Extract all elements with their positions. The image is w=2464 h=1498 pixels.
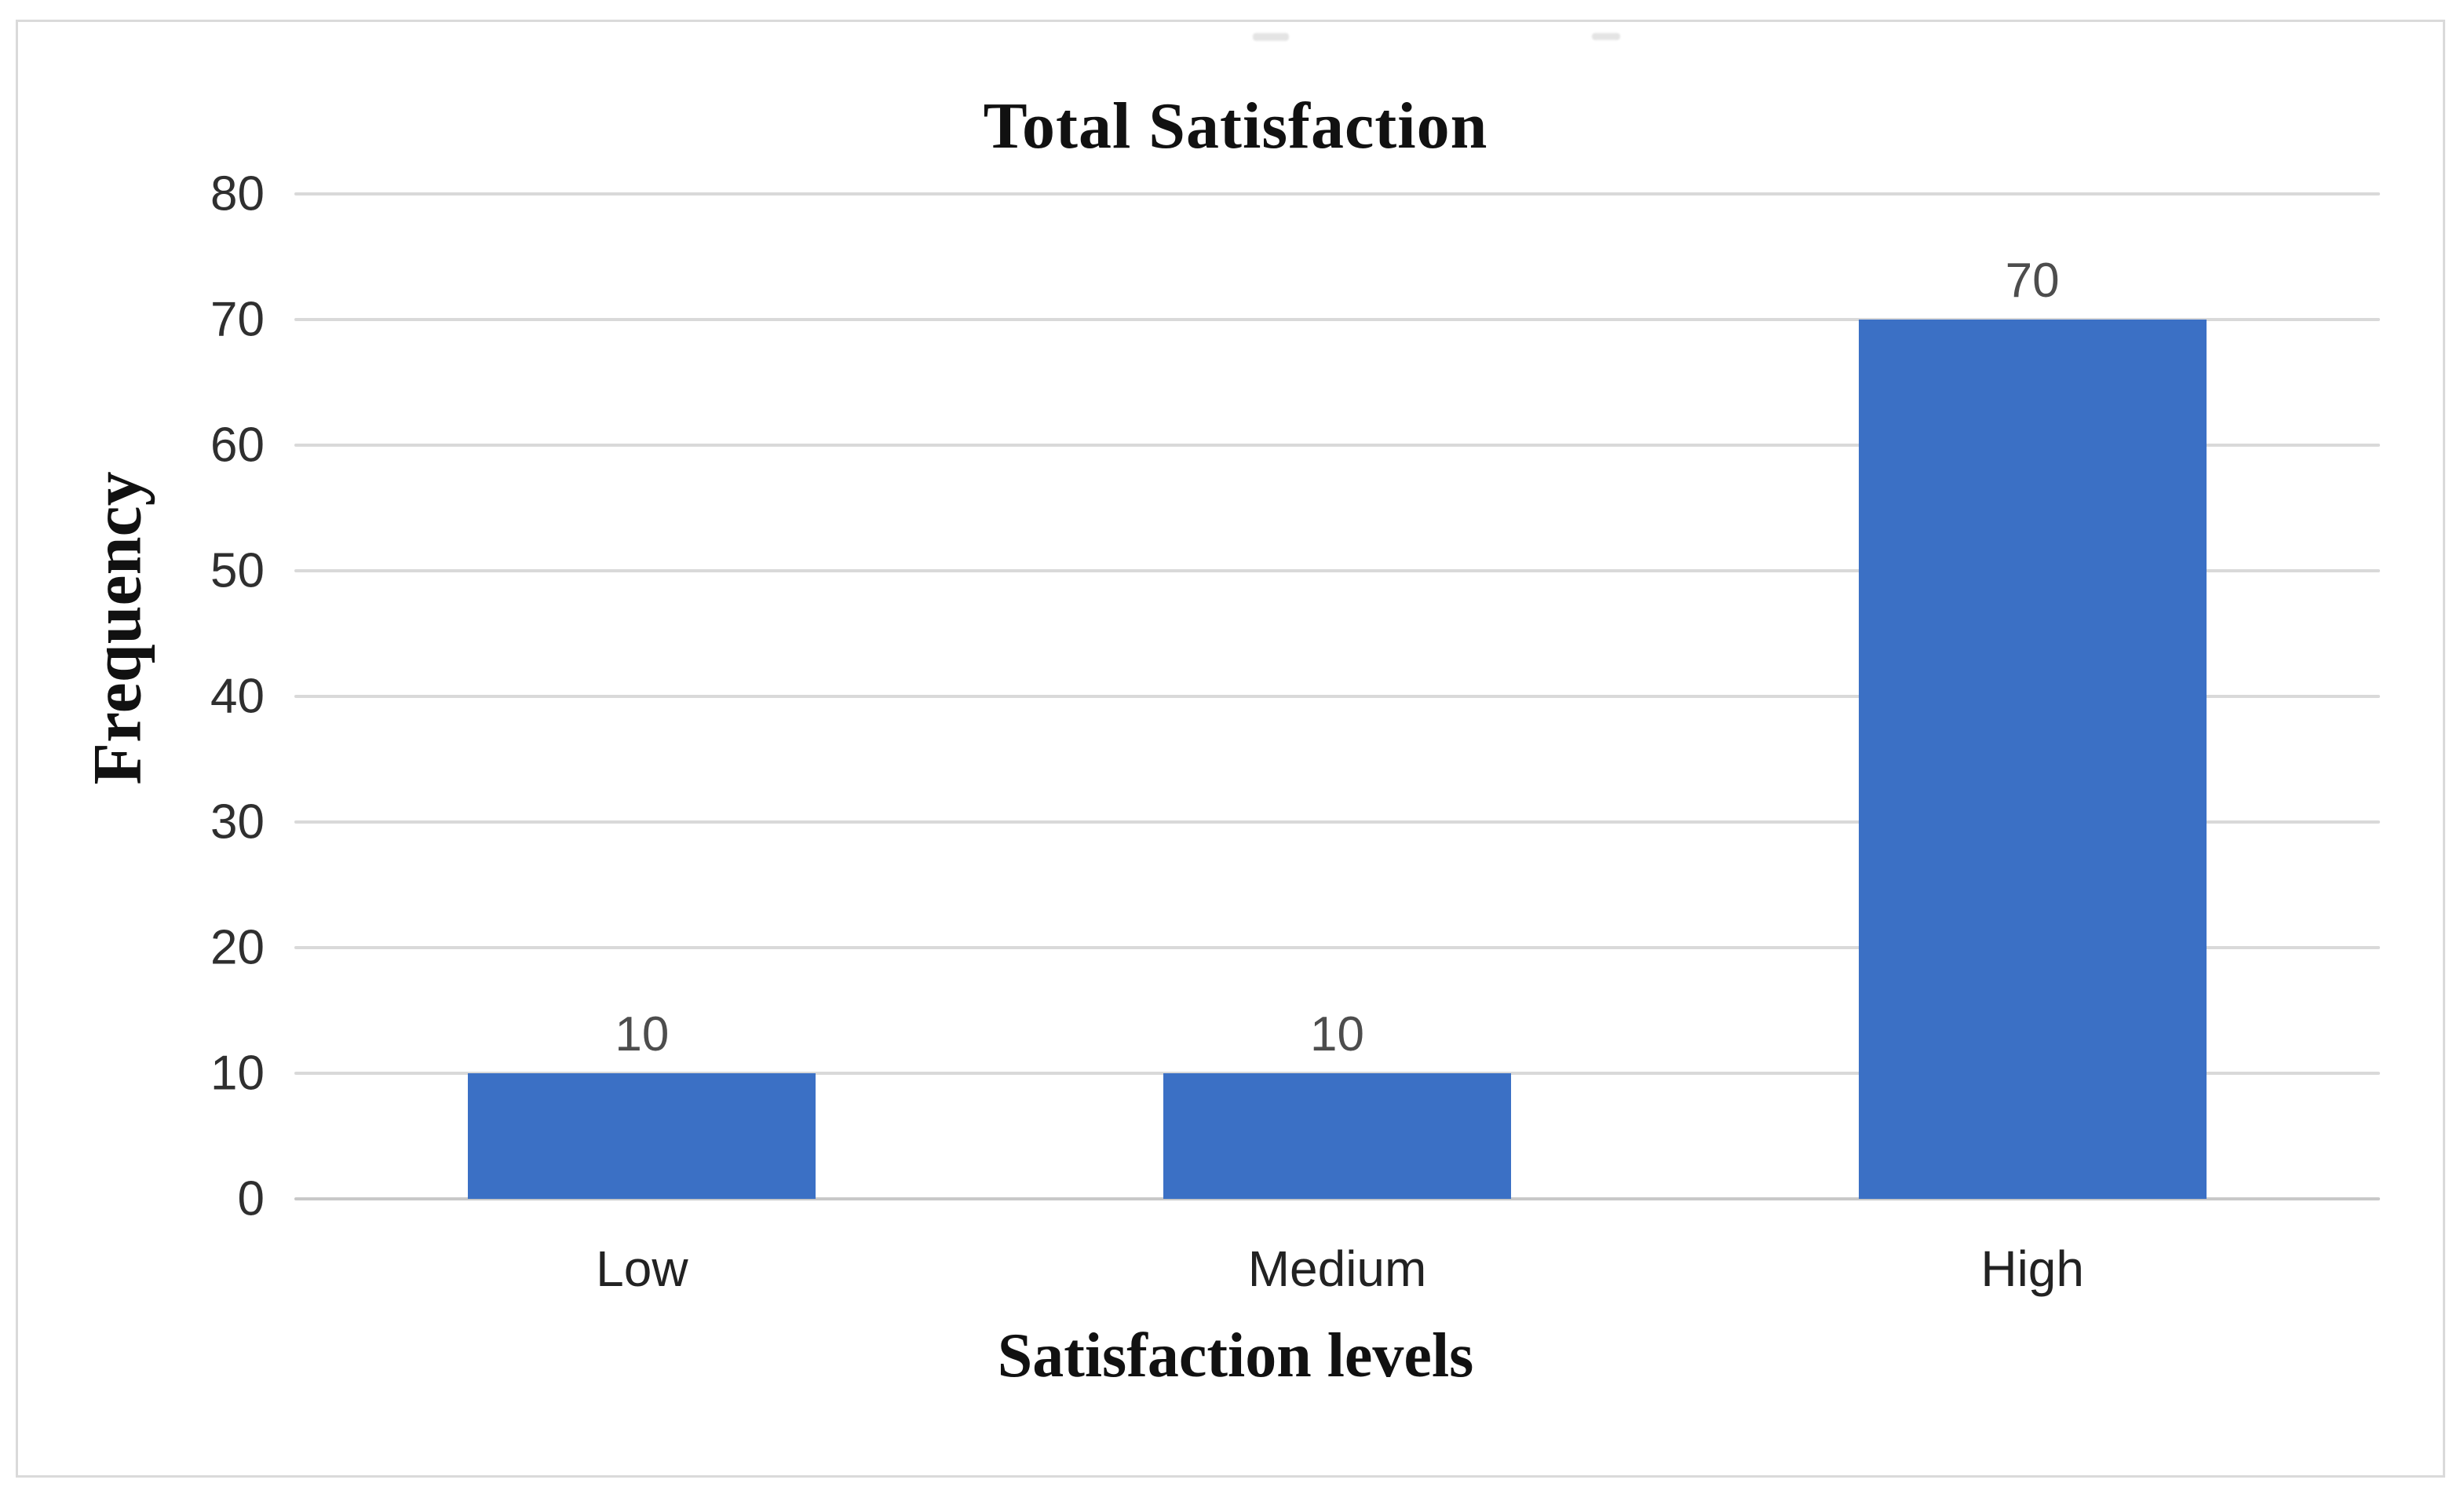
gridline [294,695,2380,698]
y-tick-label: 0 [237,1171,265,1226]
x-axis-title: Satisfaction levels [997,1321,1474,1390]
y-tick-label: 20 [210,920,265,975]
bar-value-label-medium: 10 [1310,1007,1364,1061]
baseline-gridline [294,1197,2380,1200]
gridline [294,444,2380,447]
y-axis-title: Frequency [79,471,156,785]
stray-mark [1253,33,1289,41]
bar-high [1858,320,2207,1199]
gridline [294,192,2380,195]
bar-medium [1163,1073,1511,1199]
category-label-medium: Medium [1247,1240,1427,1297]
y-tick-label: 40 [210,669,265,724]
y-tick-label: 80 [210,166,265,221]
gridline [294,318,2380,321]
stray-mark [1592,33,1620,40]
y-tick-label: 30 [210,795,265,849]
category-label-low: Low [596,1240,688,1297]
gridline [294,946,2380,949]
gridline [294,820,2380,824]
chart-title: Total Satisfaction [983,90,1488,163]
y-tick-label: 10 [210,1046,265,1101]
y-tick-label: 70 [210,292,265,347]
category-label-high: High [1980,1240,2084,1297]
gridline [294,569,2380,572]
bar-value-label-low: 10 [615,1007,670,1061]
y-tick-label: 50 [210,543,265,598]
y-tick-label: 60 [210,418,265,473]
bar-value-label-high: 70 [2005,254,2060,308]
bar-low [468,1073,816,1199]
